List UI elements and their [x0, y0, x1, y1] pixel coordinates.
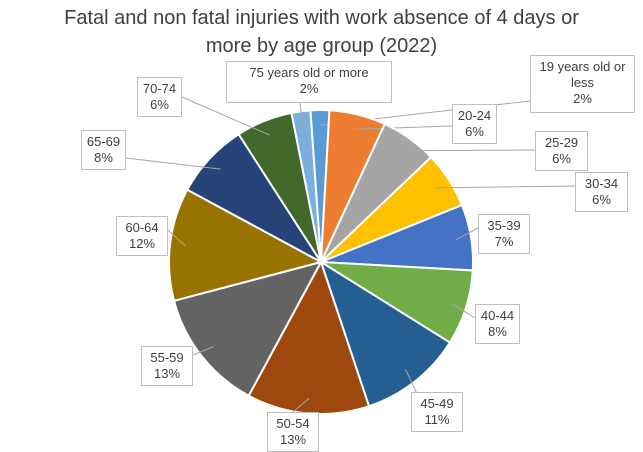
slice-category-label: 45-49: [420, 396, 454, 411]
slice-value-label: 2%: [573, 91, 592, 106]
slice-value-label: 7%: [494, 234, 514, 249]
slice-category-label: 30-34: [584, 176, 619, 191]
slice-category-label: 19 years old or less: [539, 59, 626, 90]
leader-line: [405, 369, 419, 397]
data-label: 45-49 11%: [411, 392, 463, 432]
slice-value-label: 6%: [592, 192, 611, 207]
slice-category-label: 50-54: [276, 416, 310, 431]
data-label: 65-69 8%: [81, 130, 126, 170]
data-label: 20-24 6%: [452, 104, 497, 144]
leader-line: [455, 227, 479, 241]
slice-category-label: 35-39: [487, 218, 521, 233]
slice-value-label: 13%: [279, 432, 307, 447]
data-label: 30-34 6%: [575, 172, 628, 212]
slice-value-label: 8%: [488, 324, 507, 339]
slice-value-label: 13%: [153, 366, 181, 381]
leader-line: [451, 302, 476, 319]
data-label: 25-29 6%: [535, 131, 588, 171]
pie-slice: [172, 260, 323, 398]
data-label: 35-39 7%: [478, 214, 530, 254]
slice-category-label: 75 years old or more: [249, 65, 369, 80]
data-label: 40-44 8%: [475, 304, 520, 344]
data-label: 50-54 13%: [267, 412, 319, 452]
leader-line: [167, 229, 186, 247]
slice-value-label: 8%: [94, 150, 113, 165]
data-label: 60-64 12%: [116, 216, 168, 256]
pie-slice: [168, 188, 324, 303]
slice-category-label: 20-24: [457, 108, 492, 123]
leader-line: [181, 96, 270, 136]
slice-category-label: 70-74: [142, 81, 177, 96]
slice-value-label: 6%: [150, 97, 169, 112]
leader-line: [299, 102, 304, 127]
slice-category-label: 55-59: [150, 350, 184, 365]
slice-category-label: 65-69: [86, 134, 121, 149]
slice-value-label: 2%: [299, 81, 319, 96]
leader-line: [292, 397, 310, 413]
data-label: 75 years old or more 2%: [226, 61, 392, 103]
slice-value-label: 6%: [465, 124, 484, 139]
chart-title: Fatal and non fatal injuries with work a…: [64, 7, 579, 57]
leader-line: [125, 157, 221, 170]
leader-line: [435, 185, 576, 189]
slice-value-label: 11%: [424, 412, 450, 427]
slice-value-label: 6%: [552, 151, 571, 166]
data-label: 19 years old or less 2%: [530, 55, 635, 113]
data-label: 55-59 13%: [141, 346, 193, 386]
slice-category-label: 25-29: [544, 135, 579, 150]
data-label: 70-74 6%: [137, 77, 182, 117]
slice-value-label: 12%: [128, 236, 156, 251]
pie-slice: [319, 259, 452, 408]
leader-line: [192, 346, 214, 356]
slice-category-label: 40-44: [480, 308, 515, 323]
slice-category-label: 60-64: [125, 220, 159, 235]
leader-line: [354, 125, 453, 130]
leader-line: [400, 149, 536, 152]
